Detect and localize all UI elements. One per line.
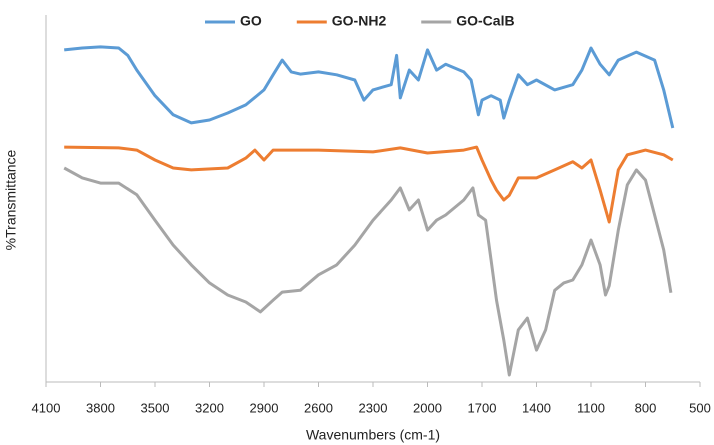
legend-label: GO-CalB bbox=[456, 13, 514, 29]
legend-label: GO bbox=[240, 13, 262, 29]
x-tick-label: 4100 bbox=[32, 400, 61, 415]
legend-label: GO-NH2 bbox=[332, 13, 387, 29]
x-tick-label: 2600 bbox=[304, 400, 333, 415]
x-axis-label: Wavenumbers (cm-1) bbox=[306, 427, 440, 443]
x-tick-label: 3800 bbox=[86, 400, 115, 415]
x-tick-label: 1700 bbox=[468, 400, 497, 415]
x-tick-label: 3500 bbox=[141, 400, 170, 415]
y-axis-label: %Transmittance bbox=[3, 149, 19, 250]
x-tick-label: 3200 bbox=[195, 400, 224, 415]
x-tick-label: 1400 bbox=[522, 400, 551, 415]
x-tick-label: 500 bbox=[689, 400, 711, 415]
x-tick-label: 2000 bbox=[413, 400, 442, 415]
x-tick-label: 800 bbox=[635, 400, 657, 415]
series-line bbox=[64, 45, 675, 129]
series-line bbox=[63, 166, 673, 377]
x-tick-label: 1100 bbox=[577, 400, 605, 415]
x-tick-label: 2300 bbox=[359, 400, 388, 415]
series-line bbox=[64, 145, 674, 224]
x-tick-label: 2900 bbox=[250, 400, 279, 415]
